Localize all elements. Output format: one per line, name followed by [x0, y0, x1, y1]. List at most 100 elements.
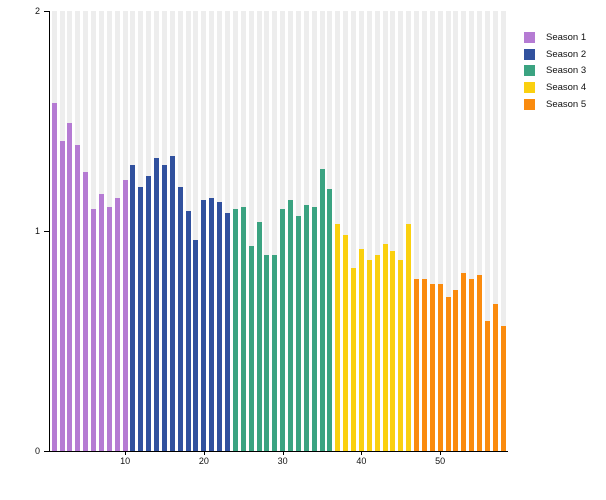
bar-episode-50-season-5 — [437, 283, 443, 451]
legend-label: Season 4 — [546, 82, 587, 94]
bar-episode-23-season-2 — [224, 213, 230, 451]
bar-episode-33-season-3 — [303, 204, 309, 451]
bar-episode-21-season-2 — [209, 198, 215, 451]
grid-band — [264, 11, 270, 451]
bar-episode-1-season-1 — [51, 103, 57, 451]
grid-band — [492, 11, 498, 451]
grid-band — [477, 11, 483, 451]
legend-swatch-season-4 — [524, 82, 535, 94]
y-axis-line — [48, 10, 50, 452]
grid-band — [374, 11, 380, 451]
bar-episode-27-season-3 — [256, 222, 262, 451]
bar-episode-46-season-4 — [406, 224, 412, 451]
bar-episode-29-season-3 — [272, 255, 278, 451]
bar-episode-20-season-2 — [201, 200, 207, 451]
bar-episode-19-season-2 — [193, 239, 199, 451]
bar-episode-40-season-4 — [358, 248, 364, 451]
legend-swatch-season-2 — [524, 48, 535, 60]
legend-item: Season 1 — [524, 32, 586, 43]
grid-band — [421, 11, 427, 451]
bar-episode-6-season-1 — [91, 209, 97, 451]
bar-episode-32-season-3 — [295, 215, 301, 451]
bar-episode-45-season-4 — [398, 259, 404, 451]
bar-episode-39-season-4 — [351, 268, 357, 451]
x-tick-label: 30 — [277, 456, 288, 466]
grid-band — [469, 11, 475, 451]
grid-band — [193, 11, 199, 451]
bar-episode-15-season-2 — [161, 165, 167, 451]
x-tick — [361, 452, 363, 456]
grid-band — [484, 11, 490, 451]
grid-band — [343, 11, 349, 451]
legend-label: Season 5 — [546, 98, 587, 110]
bar-episode-5-season-1 — [83, 171, 89, 451]
x-tick — [203, 452, 205, 456]
bar-episode-8-season-1 — [106, 206, 112, 451]
bar-episode-48-season-5 — [421, 279, 427, 451]
bar-episode-51-season-5 — [445, 297, 451, 451]
x-axis-line — [48, 450, 509, 453]
bar-episode-36-season-3 — [327, 189, 333, 451]
bar-episode-4-season-1 — [75, 145, 81, 451]
legend-swatch-season-3 — [524, 65, 535, 77]
bar-episode-54-season-5 — [469, 279, 475, 451]
grid-band — [248, 11, 254, 451]
x-tick — [440, 452, 442, 456]
grid-band — [390, 11, 396, 451]
bar-episode-37-season-4 — [335, 224, 341, 451]
bar-episode-38-season-4 — [343, 235, 349, 451]
bar-episode-52-season-5 — [453, 290, 459, 451]
legend-item: Season 2 — [524, 48, 587, 60]
legend: Season 1 Season 2 Season 3 Season 4 Seas… — [524, 32, 586, 115]
bar-episode-41-season-4 — [366, 259, 372, 451]
bar-episode-34-season-3 — [311, 206, 317, 451]
x-tick — [125, 452, 127, 456]
legend-label: Season 2 — [546, 48, 587, 60]
grid-band — [453, 11, 459, 451]
grid-band — [445, 11, 451, 451]
grid-band — [437, 11, 443, 451]
bar-episode-25-season-3 — [240, 206, 246, 451]
bar-episode-28-season-3 — [264, 255, 270, 451]
bar-episode-7-season-1 — [98, 193, 104, 451]
bar-episode-22-season-2 — [217, 202, 223, 451]
y-tick — [44, 10, 49, 12]
x-tick-label: 10 — [120, 456, 131, 466]
bar-episode-35-season-3 — [319, 169, 325, 451]
legend-label: Season 1 — [546, 32, 587, 43]
x-tick-label: 40 — [356, 456, 367, 466]
bar-episode-55-season-5 — [477, 275, 483, 451]
bar-episode-31-season-3 — [288, 200, 293, 451]
grid-band — [429, 11, 435, 451]
y-tick — [44, 230, 49, 233]
legend-swatch-season-5 — [524, 98, 535, 110]
bar-episode-53-season-5 — [461, 272, 467, 451]
bar-episode-13-season-2 — [146, 176, 152, 451]
bar-episode-30-season-3 — [280, 209, 286, 451]
y-tick — [44, 450, 49, 452]
bar-episode-12-season-2 — [138, 187, 144, 451]
bar-episode-9-season-1 — [114, 198, 120, 451]
grid-band — [272, 11, 278, 451]
x-tick-label: 50 — [435, 456, 446, 466]
legend-swatch-season-1 — [524, 32, 535, 43]
grid-band — [382, 11, 388, 451]
bar-episode-47-season-5 — [414, 279, 420, 451]
y-tick-label: 2 — [34, 6, 40, 16]
bar-episode-16-season-2 — [169, 156, 175, 451]
grid-band — [500, 11, 506, 451]
plot-area — [50, 11, 508, 451]
bar-episode-3-season-1 — [67, 123, 73, 451]
grid-band — [414, 11, 420, 451]
legend-item: Season 4 — [524, 82, 587, 94]
y-tick-label: 0 — [34, 446, 40, 456]
bar-episode-58-season-5 — [500, 325, 506, 451]
legend-label: Season 3 — [546, 65, 587, 77]
bar-episode-18-season-2 — [185, 211, 191, 451]
bar-episode-49-season-5 — [429, 283, 435, 451]
grid-band — [351, 11, 357, 451]
grid-band — [398, 11, 404, 451]
bar-episode-10-season-1 — [122, 180, 128, 451]
legend-item: Season 3 — [524, 65, 587, 77]
